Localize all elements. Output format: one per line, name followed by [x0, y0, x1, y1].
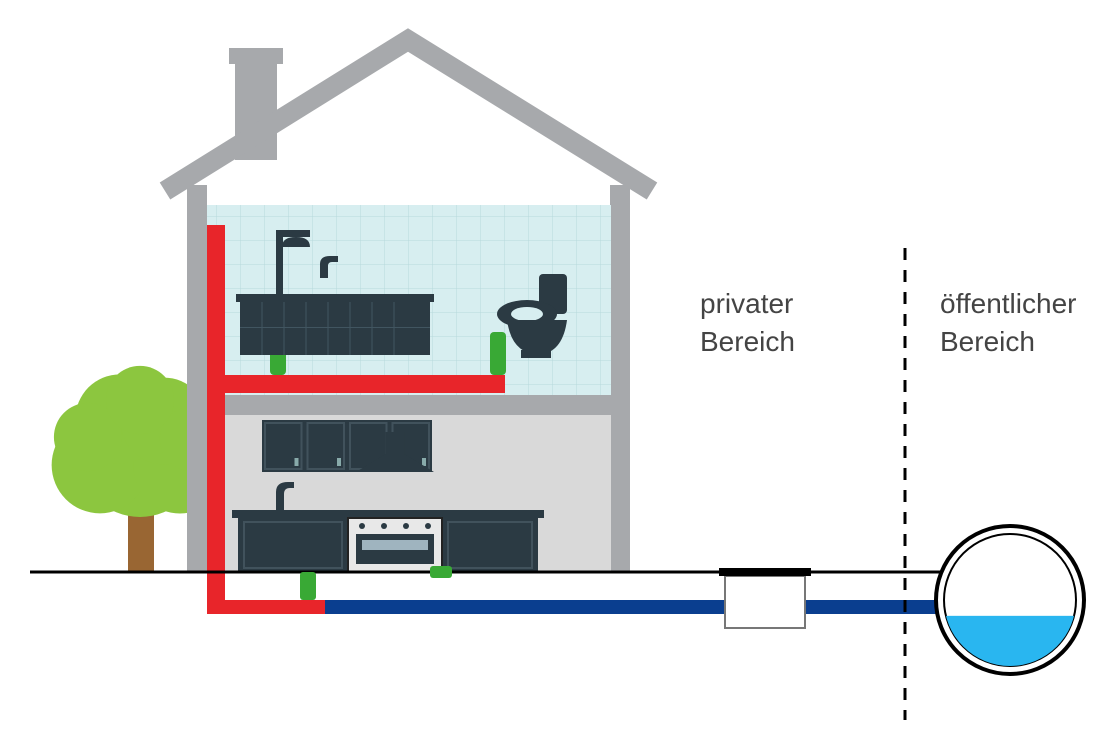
label-public: öffentlicher Bereich	[940, 285, 1076, 361]
house-wall-right	[610, 185, 630, 572]
label-public-line1: öffentlicher	[940, 285, 1076, 323]
pipe-red-to-blue	[207, 600, 325, 614]
shower-pole-icon	[276, 230, 283, 298]
label-private-line2: Bereich	[700, 323, 795, 361]
stove-icon	[348, 518, 442, 572]
pipe-red-vertical	[207, 225, 225, 614]
pipe-blue-main	[325, 600, 970, 614]
inspection-lid-icon	[719, 568, 811, 576]
shower-arm-icon	[276, 230, 310, 237]
house-wall-left	[187, 185, 207, 572]
pipe-red-bath	[207, 375, 505, 393]
tree-foliage-icon	[106, 366, 174, 434]
bathtub-icon	[236, 294, 434, 355]
drain-green-1	[490, 332, 506, 375]
label-private-line1: privater	[700, 285, 795, 323]
house-midfloor	[187, 395, 630, 415]
inspection-chamber-icon	[725, 576, 805, 628]
ground-drain-0	[300, 572, 316, 600]
label-private: privater Bereich	[700, 285, 795, 361]
label-public-line2: Bereich	[940, 323, 1076, 361]
ground-drain-1	[430, 566, 452, 578]
